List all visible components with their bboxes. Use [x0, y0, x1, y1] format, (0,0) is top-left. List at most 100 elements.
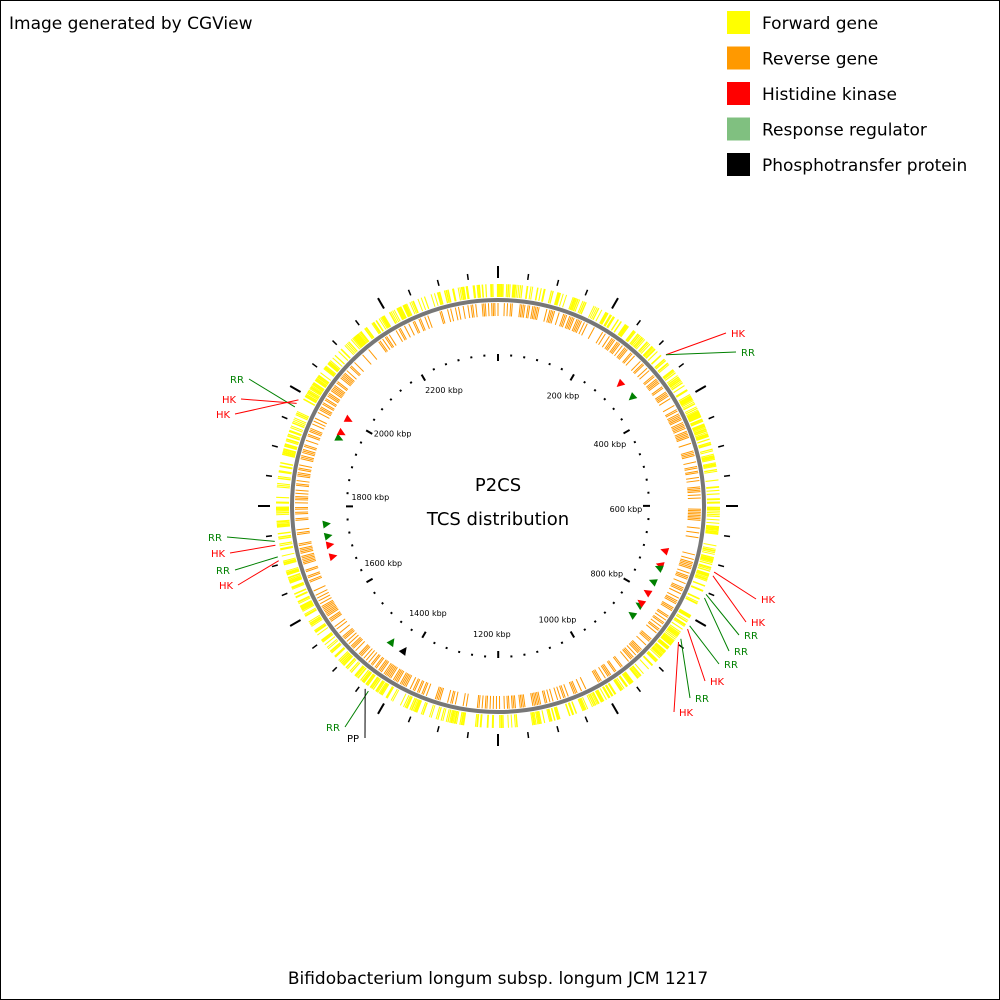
- reverse-gene: [317, 411, 330, 419]
- forward-gene: [327, 640, 339, 650]
- scale-tick: [548, 646, 552, 650]
- scale-tick: [638, 556, 642, 559]
- forward-gene: [459, 287, 463, 301]
- forward-gene: [303, 398, 316, 406]
- reverse-gene: [550, 310, 556, 324]
- forward-gene: [693, 427, 706, 433]
- forward-gene: [388, 311, 397, 325]
- forward-gene: [443, 290, 449, 304]
- forward-gene: [352, 336, 364, 348]
- forward-gene: [524, 285, 529, 299]
- forward-gene: [645, 348, 656, 359]
- scale-tick: [410, 628, 414, 632]
- forward-gene: [341, 654, 352, 665]
- forward-gene: [365, 673, 375, 686]
- map: 200 kbp 400 kbp 600 kbp 800 kbp 1000 kbp 1200…: [208, 266, 775, 746]
- forward-gene: [613, 679, 623, 692]
- scale-tick: [612, 601, 616, 605]
- forward-gene: [701, 456, 715, 462]
- forward-gene: [282, 557, 296, 562]
- reverse-gene: [519, 694, 523, 708]
- forward-gene: [286, 568, 300, 574]
- reverse-gene: [559, 685, 565, 699]
- reverse-gene: [334, 618, 346, 628]
- reverse-gene: [328, 394, 340, 403]
- scale-label: 400 kbp: [594, 440, 627, 449]
- forward-gene: [690, 585, 704, 592]
- forward-gene: [578, 301, 586, 314]
- forward-gene: [350, 662, 361, 673]
- forward-gene: [702, 549, 716, 554]
- legend: Forward gene Reverse gene Histidine kinase…: [727, 11, 967, 176]
- forward-gene: [437, 706, 442, 720]
- forward-gene: [409, 302, 416, 315]
- reverse-gene: [313, 420, 326, 427]
- forward-gene: [332, 357, 343, 367]
- feature-label: RR: [741, 348, 755, 359]
- reverse-gene: [672, 424, 685, 432]
- forward-gene: [377, 681, 386, 693]
- reverse-gene: [447, 309, 452, 323]
- forward-gene: [574, 299, 581, 312]
- reverse-gene: [336, 620, 348, 630]
- forward-gene: [462, 712, 467, 726]
- reverse-gene: [402, 673, 410, 686]
- outer-tick: [289, 385, 302, 393]
- forward-gene: [706, 489, 720, 492]
- outer-tick: [354, 319, 360, 326]
- forward-gene: [457, 287, 461, 301]
- feature-label: RR: [724, 660, 738, 671]
- reverse-gene: [598, 666, 606, 679]
- forward-gene: [311, 383, 324, 393]
- reverse-gene: [319, 407, 332, 415]
- scale-tick: [638, 452, 642, 456]
- scale-tick: [583, 628, 587, 631]
- forward-gene: [280, 461, 294, 466]
- reverse-gene: [295, 517, 309, 520]
- reverse-gene: [669, 587, 682, 595]
- forward-gene: [404, 303, 412, 317]
- reverse-gene: [680, 558, 694, 564]
- forward-gene: [413, 699, 421, 713]
- outer-tick: [466, 273, 469, 281]
- forward-gene: [409, 697, 416, 710]
- forward-gene: [625, 329, 635, 342]
- reverse-gene: [670, 585, 683, 592]
- reverse-gene: [533, 692, 537, 706]
- forward-gene: [371, 677, 380, 690]
- reverse-gene: [687, 497, 701, 500]
- reverse-gene: [667, 591, 680, 599]
- outer-tick: [265, 535, 273, 538]
- reverse-gene: [647, 622, 659, 631]
- forward-gene: [316, 376, 329, 386]
- reverse-gene: [318, 594, 331, 602]
- forward-gene: [698, 443, 712, 449]
- forward-gene: [555, 706, 561, 720]
- forward-gene: [538, 288, 542, 302]
- scale-tick: [457, 359, 460, 362]
- reverse-gene: [518, 304, 521, 318]
- forward-gene: [294, 417, 307, 424]
- forward-gene: [511, 284, 515, 298]
- forward-gene: [311, 385, 323, 394]
- forward-gene: [682, 401, 695, 409]
- outer-tick: [611, 297, 619, 310]
- forward-gene: [558, 293, 564, 307]
- reverse-gene: [300, 458, 314, 463]
- legend-swatch: [727, 117, 750, 141]
- reverse-gene: [543, 690, 548, 704]
- forward-gene: [325, 365, 337, 375]
- reverse-gene: [646, 379, 658, 389]
- forward-gene: [698, 441, 711, 447]
- forward-gene: [278, 470, 292, 475]
- reverse-gene: [623, 648, 633, 659]
- forward-gene: [382, 315, 392, 328]
- forward-gene: [342, 655, 354, 667]
- reverse-gene: [595, 331, 604, 344]
- forward-gene: [385, 686, 395, 699]
- reverse-gene: [587, 327, 595, 340]
- forward-gene: [406, 303, 413, 316]
- forward-gene: [681, 400, 694, 408]
- reverse-gene: [332, 387, 344, 396]
